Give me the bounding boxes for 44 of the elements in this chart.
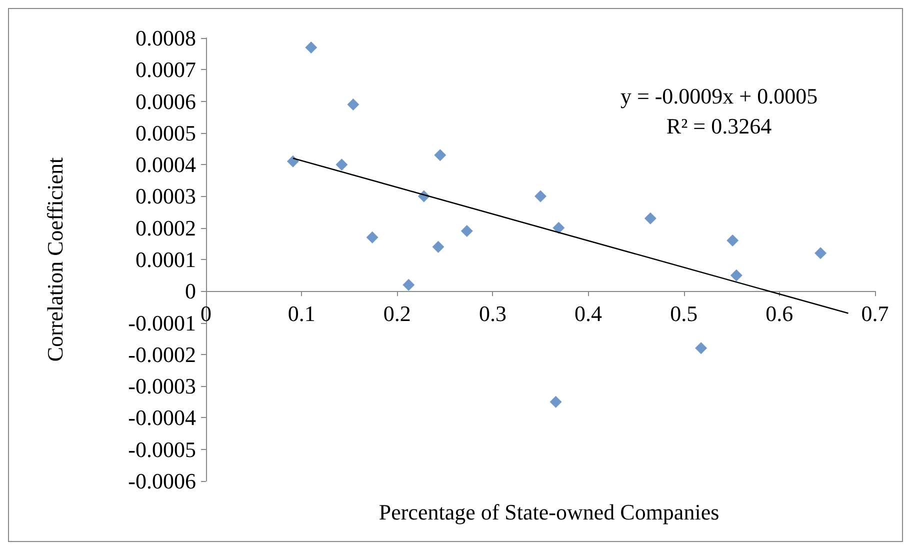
x-tick-label: 0.1: [288, 300, 316, 326]
x-tick-label: 0: [200, 300, 212, 326]
point: [552, 222, 565, 234]
point: [534, 190, 546, 202]
x-tick-label: 0.4: [574, 300, 602, 326]
x-tick-label: 0.7: [861, 300, 889, 326]
y-tick-label: 0.0005: [136, 120, 196, 146]
point: [336, 158, 348, 171]
y-tick-label: -0.0001: [128, 310, 196, 336]
x-tick-label: 0.3: [478, 300, 506, 326]
y-tick-label: -0.0006: [128, 468, 196, 494]
point: [286, 155, 299, 168]
x-tick-label: 0.5: [670, 300, 698, 326]
y-tick-label: 0.0006: [136, 88, 196, 114]
y-tick-label: 0.0001: [136, 247, 196, 272]
point: [695, 342, 708, 354]
y-tick-label: 0: [185, 278, 196, 304]
point: [814, 247, 827, 260]
point: [402, 278, 415, 291]
point: [730, 269, 742, 282]
x-axis-title: Percentage of State-owned Companies: [378, 500, 720, 524]
annotation: y = -0.0009x + 0.0005: [620, 84, 818, 108]
point: [726, 234, 739, 247]
annotation: R² = 0.3264: [666, 114, 772, 138]
y-tick-label: -0.0002: [128, 342, 196, 367]
point: [644, 212, 656, 224]
x-tick-label: 0.6: [766, 300, 794, 326]
point: [366, 231, 378, 244]
point: [434, 149, 446, 162]
y-tick-label: 0.0003: [136, 184, 196, 209]
point: [347, 98, 360, 110]
y-axis-title: Correlation Coefficient: [42, 157, 68, 362]
y-tick-label: 0.0004: [136, 152, 196, 178]
point: [460, 225, 473, 238]
y-tick-label: -0.0004: [128, 405, 196, 430]
y-tick-label: 0.0008: [136, 26, 196, 50]
y-tick-label: 0.0007: [136, 57, 196, 82]
point: [305, 41, 318, 54]
point: [432, 240, 444, 253]
y-tick-label: 0.0002: [136, 215, 196, 240]
y-tick-label: -0.0003: [128, 374, 196, 399]
y-tick-label: -0.0005: [128, 436, 196, 462]
point: [550, 396, 562, 408]
x-tick-label: 0.2: [383, 300, 411, 326]
